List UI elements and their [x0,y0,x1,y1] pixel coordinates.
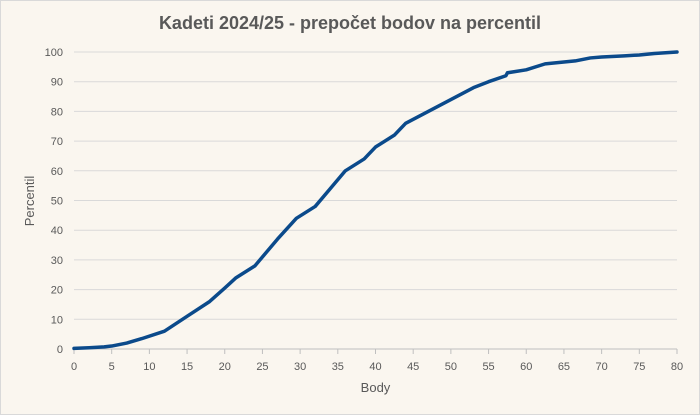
y-tick-label: 30 [51,255,63,267]
x-tick-label: 55 [482,361,494,373]
y-tick-label: 100 [45,47,63,59]
x-tick-label: 30 [294,361,306,373]
x-tick-label: 45 [407,361,419,373]
x-tick-label: 35 [332,361,344,373]
y-tick-label: 60 [51,166,63,178]
x-tick-label: 80 [671,361,683,373]
x-tick-label: 0 [71,361,77,373]
x-tick-label: 40 [369,361,381,373]
y-tick-label: 90 [51,77,63,89]
x-tick-label: 65 [558,361,570,373]
x-tick-label: 70 [596,361,608,373]
y-tick-label: 10 [51,314,63,326]
y-axis-label: Percentil [22,176,37,227]
series-line [72,50,679,351]
y-tick-label: 40 [51,225,63,237]
x-tick-label: 75 [633,361,645,373]
y-tick-label: 20 [51,285,63,297]
x-tick-label: 50 [445,361,457,373]
x-tick-labels: 0 5 10 15 20 25 30 35 40 45 50 55 60 65 70 75 80 [71,361,683,373]
x-tick-label: 25 [256,361,268,373]
y-tick-label: 80 [51,106,63,118]
y-tick-labels: 0 10 20 30 40 50 60 70 80 90 100 [45,47,63,356]
y-tick-label: 0 [57,344,63,356]
x-tick-label: 60 [520,361,532,373]
x-axis-label: Body [361,380,391,395]
y-tick-label: 50 [51,196,63,208]
x-tick-label: 20 [219,361,231,373]
x-tick-label: 15 [181,361,193,373]
x-tick-label: 10 [143,361,155,373]
chart-title: Kadeti 2024/25 - prepočet bodov na perce… [159,13,541,33]
y-tick-label: 70 [51,136,63,148]
x-tick-label: 5 [109,361,115,373]
grid [73,51,678,354]
